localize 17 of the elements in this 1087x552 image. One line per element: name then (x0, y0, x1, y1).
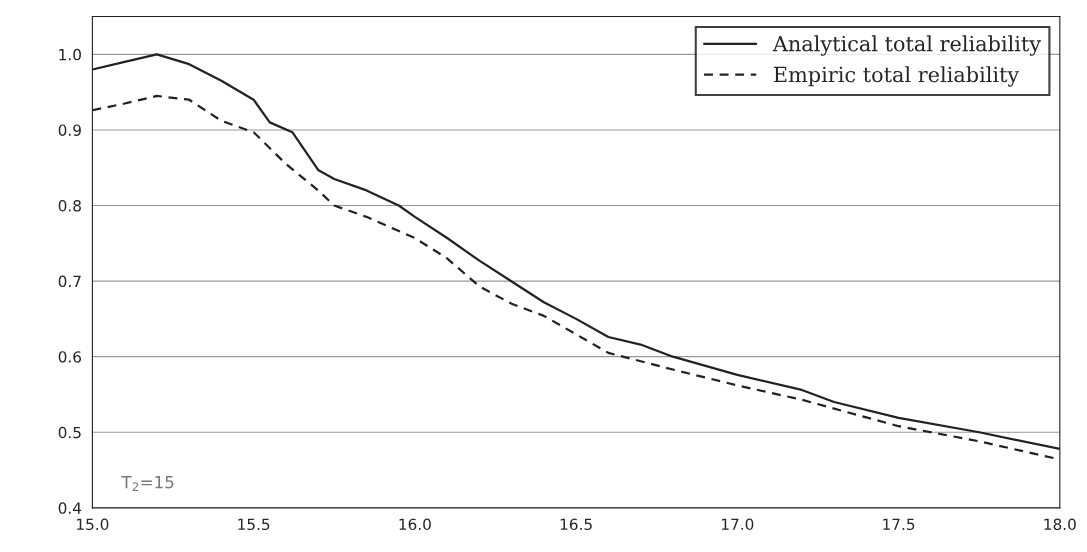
y-tick-label: 0.8 (58, 199, 81, 212)
y-tick-label: 1.0 (59, 48, 81, 61)
legend-label: Empiric total reliability (773, 66, 1020, 87)
y-tick-label: 0.4 (58, 502, 82, 514)
x-tick-label: 15.5 (238, 518, 270, 531)
annotation: T$_{2}$=15 (121, 476, 174, 491)
y-tick-label: 0.5 (58, 426, 81, 439)
x-tick-label: 17.0 (722, 518, 754, 531)
y-tick-label: 0.7 (58, 275, 81, 288)
x-tick-label: 17.5 (883, 518, 915, 531)
x-tick-label: 16.5 (560, 518, 592, 531)
y-tick-label: 0.6 (58, 351, 82, 363)
legend-label: Analytical total reliability (772, 35, 1041, 56)
y-tick-label: 0.9 (58, 124, 81, 136)
x-tick-label: 15.0 (77, 518, 109, 531)
x-tick-label: 18.0 (1044, 518, 1076, 531)
x-tick-label: 16.0 (399, 518, 431, 531)
